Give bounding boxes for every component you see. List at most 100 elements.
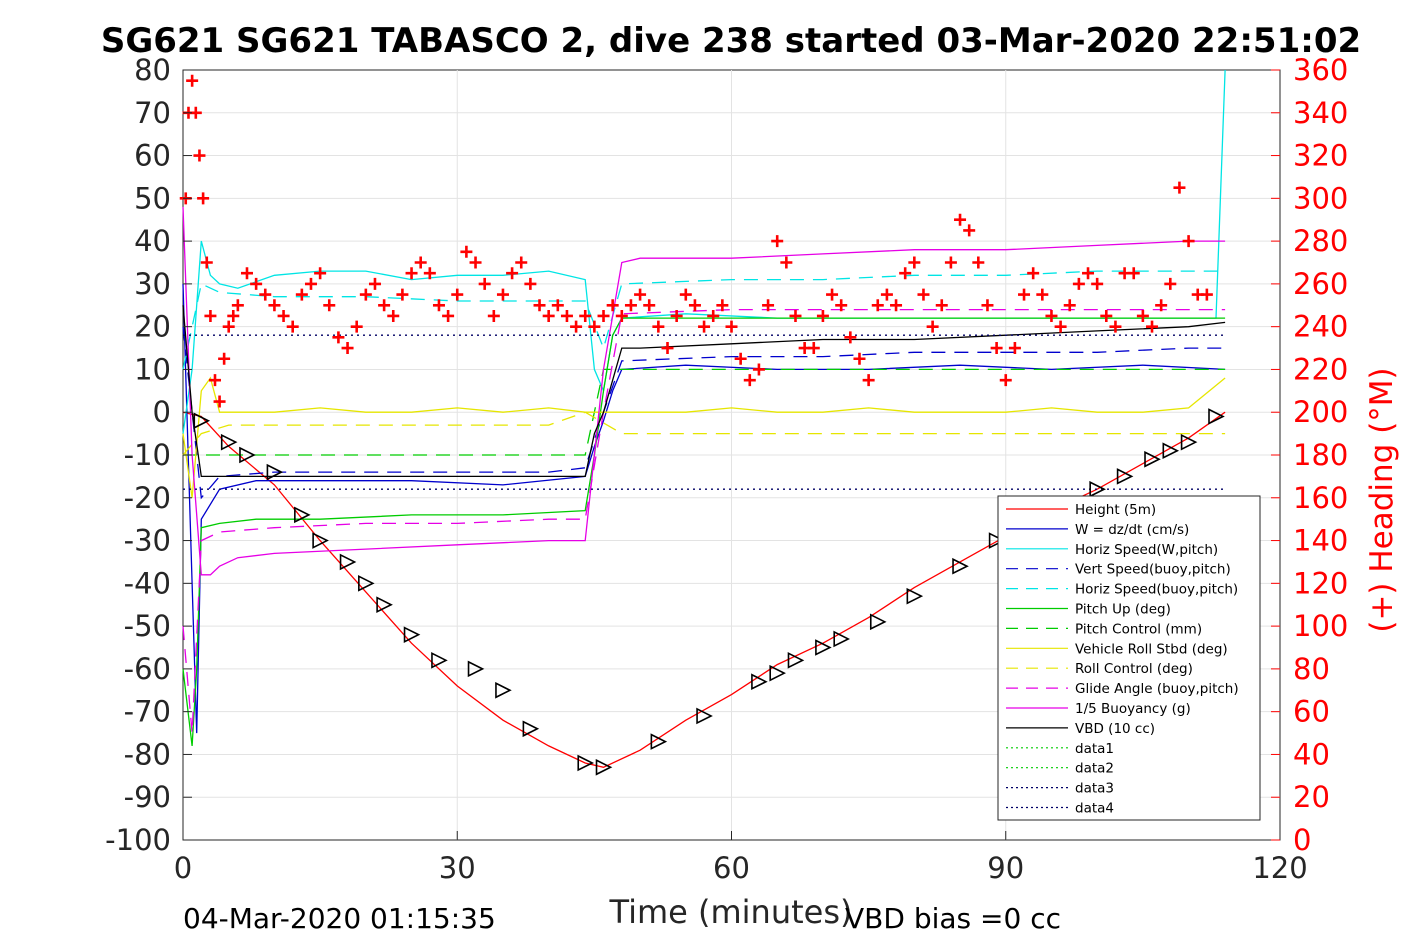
- heading-point: [1008, 342, 1021, 355]
- legend-label: data4: [1075, 801, 1114, 817]
- legend-label: Glide Angle (buoy,pitch): [1075, 681, 1239, 697]
- heading-point: [423, 267, 436, 280]
- waypoint-marker: [431, 652, 448, 669]
- heading-layer: [180, 75, 1213, 408]
- heading-point: [414, 256, 427, 269]
- heading-point: [496, 288, 509, 301]
- y-left-tick-label: 70: [134, 96, 171, 130]
- heading-point: [469, 256, 482, 269]
- heading-point: [533, 299, 546, 312]
- waypoint-marker: [495, 681, 512, 699]
- heading-point: [1027, 267, 1040, 280]
- heading-point: [899, 267, 912, 280]
- heading-point: [963, 224, 976, 237]
- waypoint-marker: [577, 754, 595, 772]
- waypoint-layer: [193, 408, 1225, 776]
- waypoint-marker: [769, 664, 786, 682]
- legend-label: Roll Control (deg): [1075, 661, 1193, 677]
- heading-point: [295, 288, 308, 301]
- heading-point: [259, 288, 272, 301]
- heading-point: [368, 277, 381, 290]
- heading-point: [1036, 288, 1049, 301]
- heading-point: [606, 299, 619, 312]
- series-w-dz-dt-cm-s: [182, 283, 1226, 734]
- y-left-tick-label: 40: [134, 224, 171, 258]
- legend-label: data1: [1075, 741, 1114, 757]
- heading-point: [734, 352, 747, 365]
- heading-point: [679, 288, 692, 301]
- heading-point: [268, 299, 281, 312]
- y-right-tick-label: 120: [1293, 566, 1348, 600]
- y-right-tick-label: 160: [1293, 481, 1348, 515]
- heading-point: [588, 320, 601, 333]
- heading-point: [240, 267, 253, 280]
- heading-point: [944, 256, 957, 269]
- heading-point: [954, 213, 967, 226]
- heading-point: [1018, 288, 1031, 301]
- heading-point: [990, 342, 1003, 355]
- heading-point: [908, 256, 921, 269]
- heading-point: [506, 267, 519, 280]
- legend-label: Horiz Speed(buoy,pitch): [1075, 582, 1238, 598]
- heading-point: [597, 309, 610, 322]
- heading-point: [387, 309, 400, 322]
- heading-point: [227, 309, 240, 322]
- heading-point: [1182, 235, 1195, 248]
- waypoint-marker: [1180, 433, 1198, 451]
- heading-point: [579, 309, 592, 322]
- heading-point: [853, 352, 866, 365]
- heading-point: [218, 352, 231, 365]
- heading-point: [200, 256, 213, 269]
- waypoint-marker: [1089, 480, 1106, 498]
- heading-point: [204, 309, 217, 322]
- footer-vbd-bias: VBD bias =0 cc: [845, 902, 1061, 935]
- x-tick-label: 120: [1252, 851, 1307, 885]
- y-right-tick-label: 340: [1293, 96, 1348, 130]
- waypoint-marker: [815, 639, 832, 656]
- waypoint-marker: [1208, 408, 1225, 425]
- heading-point: [652, 320, 665, 333]
- heading-point: [634, 288, 647, 301]
- y-left-tick-label: 60: [134, 139, 171, 173]
- series-glide-angle-buoy-pitch: [182, 308, 1226, 734]
- right-axis-label: (+) Heading (°M): [1364, 367, 1400, 632]
- legend-label: 1/5 Buoyancy (g): [1075, 701, 1191, 717]
- y-right-tick-label: 200: [1293, 395, 1348, 429]
- heading-point: [277, 309, 290, 322]
- legend-label: W = dz/dt (cm/s): [1075, 522, 1189, 538]
- waypoint-marker: [1162, 442, 1180, 460]
- heading-point: [698, 320, 711, 333]
- heading-point: [1109, 320, 1122, 333]
- waypoint-marker: [220, 433, 238, 451]
- waypoint-marker: [650, 733, 668, 750]
- heading-point: [999, 374, 1012, 387]
- legend: Height (5m) W = dz/dt (cm/s) Horiz Speed(W…: [997, 495, 1261, 821]
- legend-label: Pitch Control (mm): [1075, 621, 1202, 637]
- heading-point: [524, 277, 537, 290]
- y-left-tick-label: -70: [124, 695, 171, 729]
- heading-point: [1082, 267, 1095, 280]
- heading-point: [716, 299, 729, 312]
- footer-timestamp: 04-Mar-2020 01:15:35: [183, 902, 496, 935]
- heading-point: [752, 363, 765, 376]
- waypoint-marker: [339, 553, 357, 571]
- heading-point: [643, 299, 656, 312]
- heading-point: [917, 288, 930, 301]
- waypoint-marker: [833, 630, 850, 648]
- y-left-tick-label: -100: [105, 823, 171, 857]
- heading-point: [442, 309, 455, 322]
- y-right-tick-label: 220: [1293, 352, 1348, 386]
- heading-point: [1100, 309, 1113, 322]
- legend-box: [997, 495, 1261, 821]
- series-layer: [182, 69, 1226, 768]
- waypoint-marker: [467, 660, 485, 678]
- heading-point: [332, 331, 345, 344]
- heading-point: [208, 374, 221, 387]
- y-left-tick-label: -50: [124, 609, 171, 643]
- tick-layer: 0 30 60 90 12080706050403020100-10-20-30-40-…: [105, 53, 1348, 885]
- heading-point: [862, 374, 875, 387]
- y-left-tick-label: -40: [124, 566, 171, 600]
- waypoint-marker: [906, 587, 924, 605]
- y-left-tick-label: 20: [134, 310, 171, 344]
- legend-label: VBD (10 cc): [1075, 721, 1155, 737]
